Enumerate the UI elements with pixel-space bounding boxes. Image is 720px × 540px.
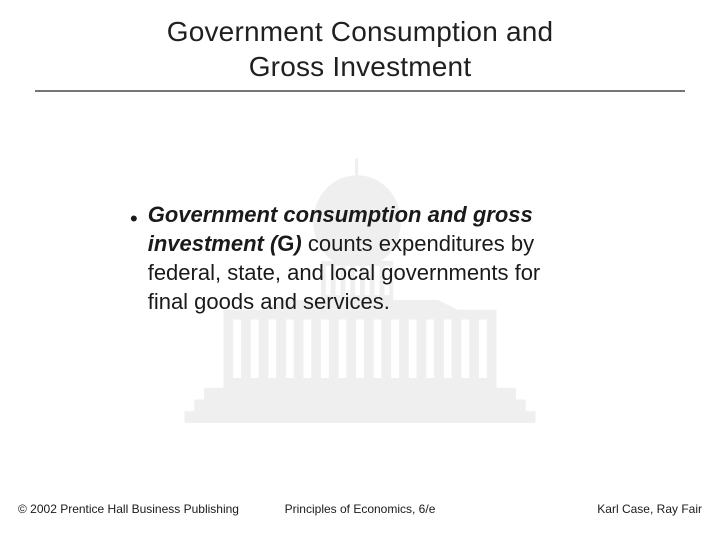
footer: © 2002 Prentice Hall Business Publishing…	[0, 502, 720, 516]
content-area: • Government consumption and gross inves…	[130, 200, 580, 316]
bullet-text: Government consumption and gross investm…	[148, 200, 580, 316]
title-line-1: Government Consumption and	[167, 16, 554, 47]
footer-authors: Karl Case, Ray Fair	[597, 502, 702, 516]
title-underline	[35, 90, 685, 92]
title-block: Government Consumption and Gross Investm…	[0, 0, 720, 92]
bullet-lead-G: G	[277, 231, 294, 256]
bullet-item: • Government consumption and gross inves…	[130, 200, 580, 316]
slide: Government Consumption and Gross Investm…	[0, 0, 720, 540]
footer-book-title: Principles of Economics, 6/e	[285, 502, 436, 516]
slide-title: Government Consumption and Gross Investm…	[0, 14, 720, 84]
bullet-lead-close: )	[294, 231, 301, 256]
title-line-2: Gross Investment	[249, 51, 472, 82]
footer-copyright: © 2002 Prentice Hall Business Publishing	[18, 502, 239, 516]
bullet-marker: •	[130, 204, 138, 233]
